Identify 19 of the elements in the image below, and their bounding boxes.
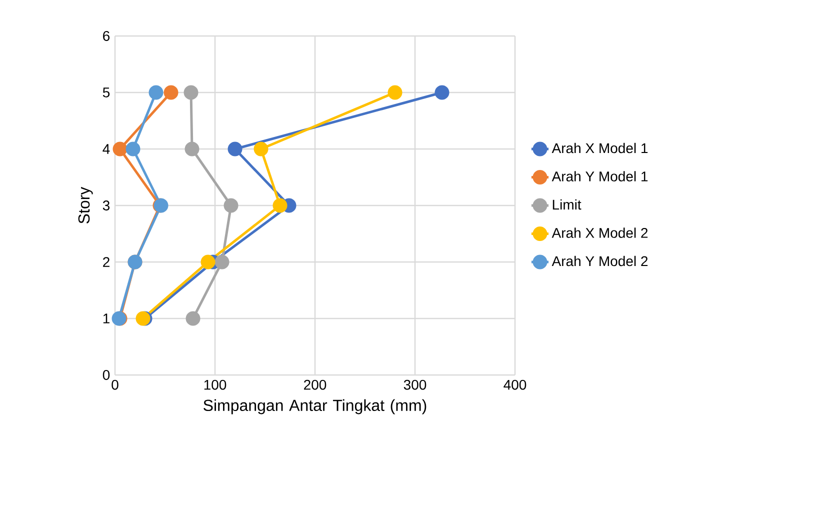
x-tick-label: 0 [112,380,118,390]
x-tick-label: 300 [404,380,426,390]
x-tick-label: 200 [304,380,326,390]
legend-label: Arah Y Model 2 [552,256,648,266]
y-tick-label: 6 [103,31,110,41]
legend-label: Limit [552,199,582,210]
x-axis-title: Simpangan Antar Tingkat (mm) [204,399,426,414]
x-tick-label: 100 [204,380,226,390]
y-tick-label: 1 [103,314,110,324]
y-tick-label: 2 [103,257,110,267]
legend-label: Arah X Model 2 [552,228,648,238]
y-tick-label: 0 [102,370,110,380]
legend-label: Arah Y Model 1 [552,171,648,182]
y-axis-title: Story [78,186,93,224]
x-tick-label: 400 [504,380,526,390]
y-tick-label: 5 [102,88,110,98]
y-tick-label: 4 [102,144,110,154]
legend-label: Arah X Model 1 [552,142,648,154]
y-tick-label: 3 [102,200,110,210]
